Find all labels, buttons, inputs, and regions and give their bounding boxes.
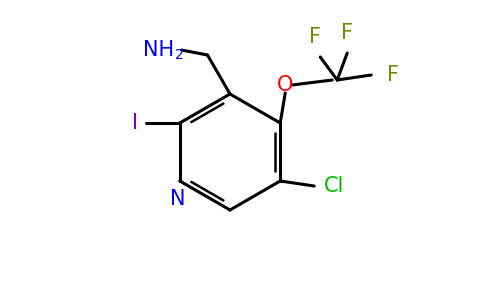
- Text: 2: 2: [176, 48, 184, 62]
- Text: I: I: [132, 113, 138, 133]
- Text: F: F: [309, 27, 321, 47]
- Text: O: O: [277, 75, 293, 95]
- Text: F: F: [341, 23, 353, 43]
- Text: NH: NH: [143, 40, 175, 60]
- Text: Cl: Cl: [324, 176, 345, 196]
- Text: F: F: [387, 65, 399, 85]
- Text: N: N: [170, 189, 185, 209]
